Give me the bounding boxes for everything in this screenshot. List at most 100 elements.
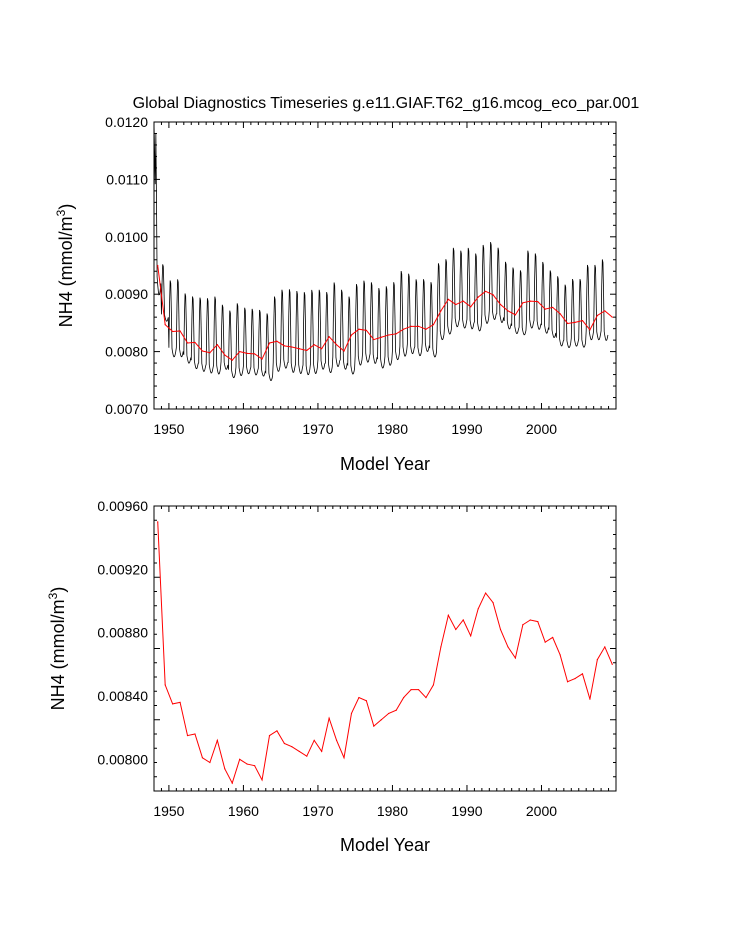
- annual-mean-point: [172, 330, 174, 333]
- annual-mean-point: [499, 628, 502, 631]
- top-panel: 1950 1960 1970 1980 1990 2000 0.0070 0.0080 0.00…: [54, 114, 617, 474]
- annual-mean-point: [209, 761, 211, 764]
- annual-mean-point: [186, 734, 189, 737]
- annual-mean-point: [425, 696, 427, 699]
- annual-mean-point: [186, 342, 189, 344]
- annual-mean-point: [581, 320, 584, 322]
- annual-mean-point: [358, 696, 360, 699]
- annual-mean-point: [403, 696, 405, 699]
- annual-mean-point: [604, 310, 606, 312]
- annual-mean-point: [611, 663, 613, 665]
- y-axis-label: NH4 (mmol/m3): [54, 204, 76, 328]
- annual-mean-point: [343, 350, 345, 352]
- annual-mean-point: [432, 684, 435, 686]
- y-tick-label: 0.00800: [97, 751, 148, 767]
- annual-mean-point: [514, 657, 517, 659]
- annual-mean-point: [231, 782, 233, 784]
- annual-mean-point: [328, 336, 330, 338]
- annual-mean-point: [358, 328, 360, 330]
- annual-mean-point: [313, 344, 315, 346]
- annual-mean-point: [388, 712, 390, 715]
- annual-mean-point: [522, 302, 524, 304]
- x-tick-label: 1980: [377, 803, 408, 819]
- annual-mean-point: [157, 521, 159, 523]
- annual-mean-point: [455, 303, 457, 306]
- y-tick-label: 0.0100: [105, 229, 148, 245]
- annual-mean-point: [559, 654, 561, 656]
- annual-mean-point: [611, 316, 613, 318]
- annual-mean-point: [179, 701, 181, 703]
- annual-mean-point: [373, 725, 375, 727]
- x-tick-label: 1960: [228, 803, 259, 819]
- annual-mean-point: [231, 359, 233, 361]
- annual-mean-point: [283, 742, 285, 745]
- annual-mean-point: [559, 313, 561, 315]
- annual-mean-point: [455, 628, 457, 631]
- annual-mean-point: [462, 300, 464, 302]
- x-tick-label: 1960: [228, 421, 259, 437]
- annual-mean-point: [507, 310, 509, 312]
- annual-mean-point: [373, 338, 375, 341]
- annual-mean-point: [201, 350, 204, 352]
- annual-mean-point: [306, 349, 308, 352]
- annual-mean-point: [417, 325, 420, 327]
- annual-mean-point: [164, 324, 166, 326]
- annual-mean-point: [194, 341, 196, 344]
- annual-mean-point: [194, 733, 196, 735]
- x-tick-label: 1980: [377, 421, 408, 437]
- annual-mean-point: [589, 698, 591, 700]
- x-tick-label: 1970: [302, 803, 333, 819]
- annual-mean-point: [268, 734, 271, 737]
- annual-mean-point: [283, 345, 285, 347]
- annual-mean-point: [209, 352, 211, 354]
- annual-mean-point: [470, 635, 472, 637]
- annual-mean-point: [350, 712, 353, 715]
- annual-mean-point: [179, 330, 181, 332]
- x-axis-label: Model Year: [340, 454, 430, 474]
- monthly-series-line: [154, 121, 609, 382]
- annual-mean-point: [462, 619, 464, 621]
- y-tick-label: 0.00880: [97, 625, 148, 641]
- annual-mean-point: [395, 709, 397, 711]
- x-axis-label: Model Year: [340, 835, 430, 855]
- annual-mean-point: [268, 342, 271, 344]
- annual-mean-point: [596, 314, 598, 317]
- annual-mean-point: [201, 757, 204, 759]
- annual-mean-point: [254, 765, 256, 767]
- annual-mean-point: [321, 348, 323, 350]
- y-tick-label: 0.0070: [105, 401, 148, 417]
- annual-mean-line: [157, 265, 613, 361]
- annual-mean-point: [477, 296, 479, 298]
- annual-mean-point: [276, 340, 278, 342]
- annual-mean-point: [224, 354, 226, 356]
- annual-mean-point: [485, 592, 487, 594]
- plot-frame: [153, 505, 617, 792]
- annual-mean-point: [589, 329, 591, 331]
- annual-mean-point: [306, 755, 308, 757]
- x-tick-label: 1990: [451, 803, 482, 819]
- annual-mean-point: [574, 677, 576, 680]
- annual-mean-point: [432, 324, 435, 326]
- annual-mean-point: [492, 601, 494, 604]
- annual-mean-point: [537, 301, 539, 303]
- annual-mean-point: [335, 344, 338, 346]
- y-tick-label: 0.0120: [105, 114, 148, 130]
- annual-mean-point: [470, 306, 472, 308]
- x-tick-label: 2000: [526, 803, 557, 819]
- annual-mean-point: [261, 358, 263, 360]
- annual-mean-point: [313, 739, 315, 741]
- annual-mean-point: [365, 329, 367, 331]
- annual-mean-point: [388, 334, 390, 336]
- annual-mean-point: [440, 310, 442, 312]
- annual-mean-point: [552, 306, 554, 308]
- annual-mean-point: [216, 344, 218, 346]
- annual-mean-point: [276, 730, 278, 732]
- y-tick-label: 0.0110: [106, 171, 148, 187]
- annual-mean-point: [335, 739, 338, 741]
- y-tick-label: 0.00960: [97, 498, 148, 514]
- annual-mean-point: [477, 608, 479, 610]
- annual-mean-point: [596, 658, 598, 661]
- annual-mean-point: [529, 619, 531, 621]
- y-tick-label: 0.0090: [105, 286, 148, 302]
